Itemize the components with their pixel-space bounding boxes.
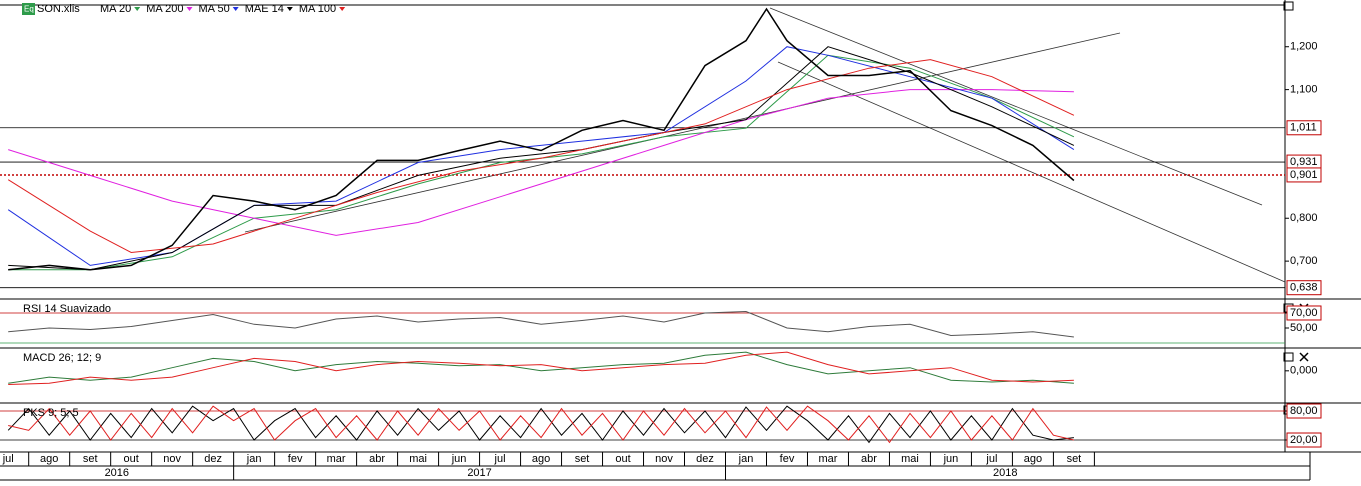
x-tick-label: ago	[40, 453, 58, 465]
level-label: 0,638	[1290, 282, 1318, 294]
panel-title: SON.xlis	[37, 3, 80, 15]
x-tick-label: jun	[451, 453, 467, 465]
x-tick-label: set	[1067, 453, 1082, 465]
x-tick-label: mai	[901, 453, 919, 465]
x-tick-label: jan	[738, 453, 754, 465]
legend-dropdown	[286, 7, 293, 11]
y-tick-label: 0,700	[1290, 255, 1318, 267]
panel-title: PKS 9; 5; 5	[23, 407, 79, 419]
y-tick-label: 70,00	[1290, 307, 1318, 319]
legend-dropdown	[339, 7, 346, 11]
x-tick-label: ago	[532, 453, 550, 465]
x-tick-label: jan	[246, 453, 262, 465]
eq-icon[interactable]	[22, 3, 35, 15]
y-tick-label: 80,00	[1290, 405, 1318, 417]
series-line	[7, 59, 1075, 254]
level-label-box	[1286, 280, 1322, 296]
legend-entry: MA 200	[146, 3, 183, 15]
level-label: 1,011	[1290, 122, 1317, 134]
legend-dropdown	[134, 7, 141, 11]
x-tick-label: set	[575, 453, 590, 465]
x-tick-label: out	[615, 453, 630, 465]
series-line	[8, 89, 1074, 236]
y-tick-label: 20,00	[1290, 434, 1318, 446]
close-button[interactable]	[1299, 352, 1309, 362]
x-tick-label: nov	[163, 453, 181, 465]
y-tick-label: 1,100	[1290, 84, 1318, 96]
y-tick-label: 0,000	[1290, 365, 1318, 377]
legend-dropdown	[186, 7, 193, 11]
series-line	[8, 310, 1074, 338]
x-tick-label: abr	[369, 453, 385, 465]
maximize-button[interactable]	[1283, 1, 1294, 11]
x-tick-label: out	[124, 453, 139, 465]
x-tick-label: jul	[494, 453, 506, 465]
level-label-box	[1286, 120, 1322, 136]
x-tick-label: nov	[655, 453, 673, 465]
y-tick-label: 50,00	[1290, 322, 1318, 334]
x-tick-label: mar	[327, 453, 346, 465]
trend-line	[769, 7, 1263, 206]
x-tick-label: set	[83, 453, 98, 465]
x-tick-label: fev	[780, 453, 795, 465]
panel-title: RSI 14 Suavizado	[23, 303, 111, 315]
panel-title: MACD 26; 12; 9	[23, 352, 101, 364]
series-line	[8, 351, 1074, 384]
x-tick-label: ago	[1024, 453, 1042, 465]
trend-line	[777, 61, 1286, 283]
x-tick-label: mar	[818, 453, 837, 465]
series-line	[7, 405, 1074, 444]
x-tick-label: dez	[696, 453, 714, 465]
legend-entry: MAE 14	[245, 3, 284, 15]
x-tick-label: jul	[2, 453, 14, 465]
year-label: 2016	[105, 467, 129, 479]
legend-entry: MA 50	[199, 3, 230, 15]
series-line	[8, 351, 1074, 385]
series-line	[8, 46, 1075, 271]
series-line	[8, 405, 1075, 444]
x-tick-label: mai	[409, 453, 427, 465]
legend-entry: MA 20	[100, 3, 131, 15]
x-tick-label: jun	[943, 453, 959, 465]
y-tick-box	[1286, 305, 1322, 321]
y-tick-box	[1286, 432, 1322, 448]
x-tick-label: jul	[985, 453, 997, 465]
trend-line	[244, 32, 1121, 233]
y-tick-box	[1286, 403, 1322, 419]
x-tick-label: dez	[204, 453, 222, 465]
year-label: 2018	[993, 467, 1017, 479]
legend-dropdown	[232, 7, 239, 11]
x-tick-label: abr	[861, 453, 877, 465]
legend-entry: MA 100	[299, 3, 336, 15]
maximize-button[interactable]	[1283, 352, 1294, 362]
x-tick-label: fev	[288, 453, 303, 465]
y-tick-label: 0,800	[1290, 212, 1318, 224]
level-label-box	[1286, 167, 1322, 183]
level-label: 0,931	[1290, 156, 1318, 168]
series-line	[8, 7, 1075, 271]
y-tick-label: 1,200	[1290, 41, 1318, 53]
level-label: 0,901	[1290, 169, 1318, 181]
eq-icon-label: Eq	[24, 5, 34, 14]
year-label: 2017	[467, 467, 491, 479]
